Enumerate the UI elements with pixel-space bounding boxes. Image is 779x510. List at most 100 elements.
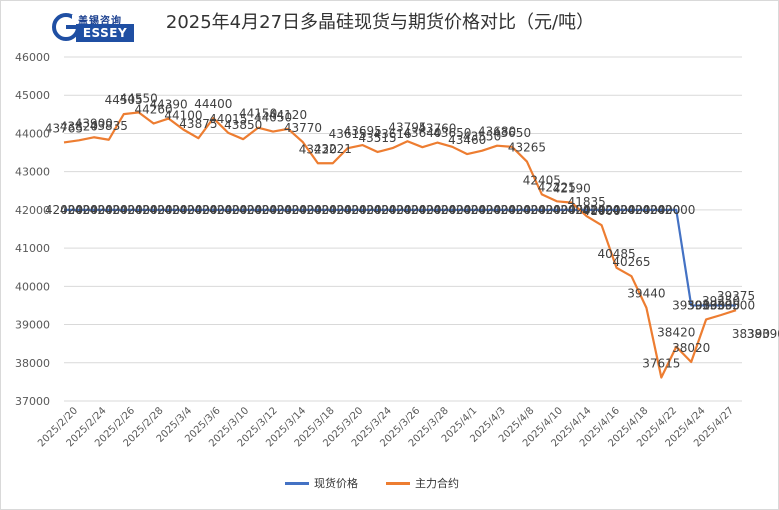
spot-data-label: 42000 [75,203,113,217]
legend-label-futures: 主力合约 [415,477,459,490]
futures-data-label: 43900 [75,116,113,130]
spot-data-label: 42000 [105,203,143,217]
spot-data-label: 42000 [299,203,337,217]
spot-data-label: 42000 [478,203,516,217]
futures-data-label: 41600 [583,204,621,218]
spot-data-label: 42000 [493,203,531,217]
spot-data-label: 42000 [627,203,665,217]
spot-data-label: 39500 [702,298,740,312]
futures-data-label: 43850 [224,118,262,132]
spot-data-label: 42000 [612,203,650,217]
spot-data-label: 42000 [254,203,292,217]
y-tick-label: 41000 [15,242,50,255]
futures-data-label: 43765 [45,121,83,135]
futures-data-label: 43221 [314,142,352,156]
spot-data-label: 42000 [239,203,277,217]
line-chart: 37000 38000 39000 40000 41000 42000 43000 44000… [15,51,779,449]
y-tick-label: 42000 [15,204,50,217]
spot-data-label: 42000 [329,203,367,217]
futures-data-label: 37615 [642,356,680,370]
futures-data-label: 44120 [269,108,307,122]
futures-data-label: 38020 [672,341,710,355]
spot-data-label: 39500 [672,298,710,312]
futures-data-label: 43550 [463,130,501,144]
futures-data-label: 38390 [732,327,770,341]
futures-data-label: 42190 [553,182,591,196]
logo-english-text: ESSEY [76,24,134,42]
spot-data-label: 42000 [403,203,441,217]
y-tick-label: 44000 [15,127,50,140]
spot-data-label: 42000 [448,203,486,217]
y-tick-label: 43000 [15,166,50,179]
spot-data-label: 42000 [463,203,501,217]
spot-data-label: 42000 [45,203,83,217]
futures-data-label: 43650 [493,126,531,140]
spot-data-label: 42000 [314,203,352,217]
chart-legend: 现货价格 主力合约 [285,475,481,491]
futures-data-label: 43795 [388,120,426,134]
spot-data-label: 42000 [90,203,128,217]
company-logo: 盖锡咨询 ESSEY [52,12,137,46]
futures-data-label: 43615 [329,127,367,141]
spot-data-label: 42000 [583,203,621,217]
futures-data-label: 44015 [209,112,247,126]
spot-data-label: 42000 [164,203,202,217]
spot-data-label: 42000 [194,203,232,217]
spot-data-label: 42000 [553,203,591,217]
futures-data-label: 44050 [254,111,292,125]
spot-data-label: 42000 [179,203,217,217]
futures-data-label: 43875 [179,117,217,131]
futures-data-label: 44550 [120,91,158,105]
spot-data-label: 42000 [508,203,546,217]
legend-item-spot: 现货价格 [285,475,358,491]
spot-data-label: 42000 [568,203,606,217]
spot-data-label: 42000 [373,203,411,217]
spot-data-label: 42000 [433,203,471,217]
series-line-1 [63,111,737,379]
futures-data-label: 39250 [702,294,740,308]
spot-data-label: 42000 [359,203,397,217]
futures-data-label: 43650 [433,126,471,140]
futures-data-label: 43616 [373,127,411,141]
futures-data-label: 39375 [717,289,755,303]
futures-data-label: 43770 [284,121,322,135]
futures-data-label: 38420 [657,326,695,340]
spot-data-label: 42000 [657,203,695,217]
futures-data-label: 43760 [418,122,456,136]
spot-data-label: 42000 [209,203,247,217]
spot-data-label: 42000 [642,203,680,217]
futures-data-label: 44505 [105,93,143,107]
futures-data-label: 38390 [747,327,779,341]
futures-data-label: 42405 [523,173,561,187]
y-tick-label: 40000 [15,280,50,293]
futures-data-label: 44400 [194,97,232,111]
legend-swatch-futures [386,481,410,485]
futures-data-label: 39440 [627,287,665,301]
y-tick-label: 39000 [15,319,50,332]
futures-data-label: 40265 [612,255,650,269]
futures-data-label: 43460 [448,133,486,147]
legend-swatch-spot [285,481,309,485]
futures-data-label: 43640 [403,126,441,140]
spot-data-label: 42000 [523,203,561,217]
futures-data-label: 44390 [149,98,187,112]
y-tick-label: 38000 [15,357,50,370]
y-tick-label: 46000 [15,51,50,64]
spot-data-label: 42000 [538,203,576,217]
futures-data-label: 42225 [538,180,576,194]
spot-data-label: 42000 [388,203,426,217]
y-tick-label: 37000 [15,395,50,408]
spot-data-label: 42000 [284,203,322,217]
spot-data-label: 42000 [224,203,262,217]
futures-data-label: 43265 [508,141,546,155]
spot-data-label: 42000 [60,203,98,217]
futures-data-label: 44260 [135,103,173,117]
spot-data-label: 42000 [344,203,382,217]
futures-data-label: 43820 [60,119,98,133]
futures-data-label: 43680 [478,125,516,139]
chart-title: 2025年4月27日多晶硅现货与期货价格对比（元/吨） [165,12,595,33]
spot-data-label: 42000 [597,203,635,217]
logo-chinese-text: 盖锡咨询 [78,16,122,27]
spot-data-label: 42000 [418,203,456,217]
futures-data-label: 43835 [90,119,128,133]
